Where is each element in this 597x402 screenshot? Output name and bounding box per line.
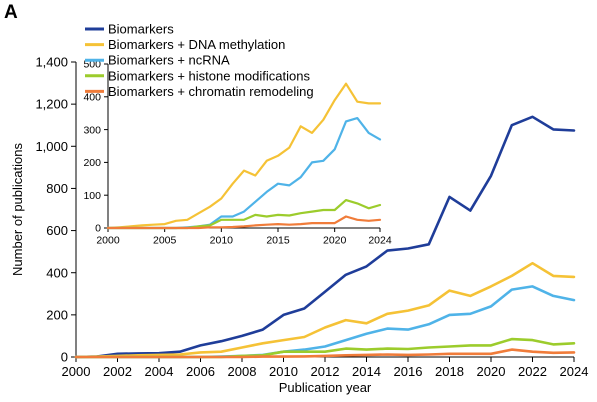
main-y-tick-label: 1,400	[35, 55, 68, 70]
legend-label: Biomarkers + ncRNA	[108, 53, 230, 68]
main-x-tick-label: 2012	[311, 364, 340, 379]
main-x-tick-label: 2010	[269, 364, 298, 379]
inset-y-tick-label: 300	[83, 124, 101, 136]
legend-label: Biomarkers + DNA methylation	[108, 37, 285, 52]
inset-x-tick-label: 2005	[153, 235, 177, 247]
main-y-tick-label: 600	[46, 223, 68, 238]
panel-label: A	[4, 2, 18, 23]
main-series-line-biomarkers-ncrna	[74, 285, 576, 359]
main-y-tick-label: 400	[46, 265, 68, 280]
main-y-tick-label: 800	[46, 181, 68, 196]
legend-label: Biomarkers + histone modifications	[108, 68, 310, 83]
main-y-tick-label: 1,000	[35, 139, 68, 154]
main-series-line-biomarkers-chromatin-remodeling	[74, 348, 576, 359]
main-y-tick-label: 0	[61, 350, 68, 365]
inset-y-tick-label: 100	[83, 190, 101, 202]
inset-series-line-biomarkers-dna-methylation	[106, 82, 382, 230]
inset-x-tick-label: 2000	[96, 235, 120, 247]
main-x-tick-label: 2006	[186, 364, 215, 379]
x-axis-title: Publication year	[279, 380, 372, 395]
main-x-tick-label: 2000	[62, 364, 91, 379]
inset-x-tick-label: 2015	[266, 235, 290, 247]
inset-x-tick-label: 2024	[368, 235, 392, 247]
main-x-tick-label: 2008	[228, 364, 257, 379]
main-x-tick-label: 2016	[394, 364, 423, 379]
main-x-tick-label: 2002	[103, 364, 132, 379]
main-x-tick-label: 2018	[435, 364, 464, 379]
main-y-tick-label: 200	[46, 307, 68, 322]
main-x-tick-label: 2004	[145, 364, 174, 379]
main-x-tick-label: 2020	[477, 364, 506, 379]
main-x-tick-label: 2014	[352, 364, 381, 379]
main-x-tick-label: 2024	[560, 364, 589, 379]
inset-x-tick-label: 2020	[323, 235, 347, 247]
inset-x-tick-label: 2010	[210, 235, 234, 247]
inset-series-line-biomarkers-histone-modifications	[106, 199, 382, 230]
inset-series-line-biomarkers-ncrna	[106, 116, 382, 230]
legend-label: Biomarkers	[108, 22, 174, 37]
inset-series-line-biomarkers-chromatin-remodeling	[106, 215, 382, 230]
main-series-line-biomarkers-dna-methylation	[74, 261, 576, 359]
y-axis-title: Number of publications	[10, 143, 25, 276]
inset-y-tick-label: 200	[83, 157, 101, 169]
inset-y-tick-label: 400	[83, 91, 101, 103]
inset-y-tick-label: 0	[95, 223, 101, 235]
legend-label: Biomarkers + chromatin remodeling	[108, 84, 314, 99]
main-series-line-biomarkers	[74, 115, 576, 359]
main-x-tick-label: 2022	[518, 364, 547, 379]
main-y-tick-label: 1,200	[35, 97, 68, 112]
